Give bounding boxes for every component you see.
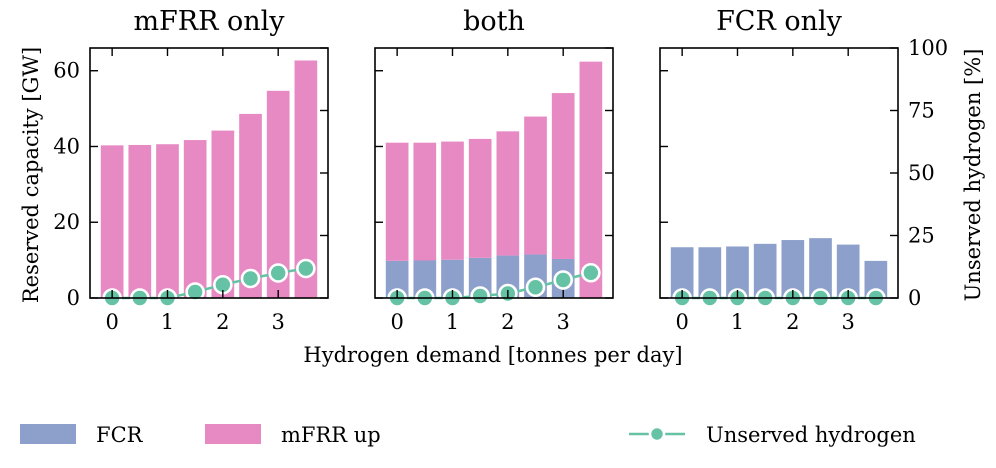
bar-mfrr-up xyxy=(128,144,152,298)
y-tick-label-right: 50 xyxy=(908,161,935,185)
bar-mfrr-up xyxy=(551,93,575,259)
bar-mfrr-up xyxy=(524,116,547,255)
panel-frame xyxy=(374,47,614,299)
y-axis-label-right: Unserved hydrogen [%] xyxy=(961,49,985,302)
panel-frame xyxy=(659,47,899,299)
legend-unserved-label: Unserved hydrogen xyxy=(706,423,916,447)
bar-mfrr-up xyxy=(183,140,207,298)
y-tick-label-right: 100 xyxy=(908,36,948,60)
bar-mfrr-up xyxy=(468,138,492,258)
y-axis-label-left: Reserved capacity [GW] xyxy=(19,47,43,303)
bar-fcr xyxy=(670,247,694,298)
legend-unserved-marker xyxy=(648,425,666,443)
y-tick-label-right: 75 xyxy=(908,99,935,123)
x-axis-label: Hydrogen demand [tonnes per day] xyxy=(303,343,682,367)
bar-mfrr-up xyxy=(266,90,290,298)
bar-fcr xyxy=(809,238,832,298)
panel-title: FCR only xyxy=(716,6,843,37)
legend-fcr-label: FCR xyxy=(96,423,144,447)
y-tick-label-left: 40 xyxy=(53,134,80,158)
unserved-hydrogen-point xyxy=(553,270,573,290)
unserved-hydrogen-point xyxy=(268,263,288,283)
bar-fcr xyxy=(441,259,464,298)
legend-mfrr-swatch xyxy=(205,424,261,444)
x-tick-label: 3 xyxy=(841,310,854,334)
bar-mfrr-up xyxy=(211,130,235,298)
y-tick-label-left: 20 xyxy=(53,210,80,234)
y-tick-label-left: 60 xyxy=(53,59,80,83)
panel-title: both xyxy=(463,6,525,37)
unserved-hydrogen-point xyxy=(185,282,205,302)
bar-mfrr-up xyxy=(496,131,520,256)
bar-mfrr-up xyxy=(441,141,464,260)
bar-fcr xyxy=(864,260,888,298)
bar-fcr xyxy=(781,240,805,298)
bar-fcr xyxy=(385,260,409,298)
x-tick-label: 2 xyxy=(501,310,514,334)
panel-title: mFRR only xyxy=(133,6,285,37)
chart-panels: mFRR only 0 1 2 3 0 20 40 60 both 0 1 2 3 FCR only 0 1 2 3… xyxy=(53,6,948,334)
x-tick-label: 1 xyxy=(161,310,174,334)
bar-fcr xyxy=(698,247,722,298)
legend-fcr-swatch xyxy=(20,424,76,444)
bar-mfrr-up xyxy=(100,145,124,298)
bar-fcr xyxy=(468,257,492,298)
bar-mfrr-up xyxy=(239,113,262,298)
y-tick-label-right: 0 xyxy=(908,286,921,310)
panel-0: mFRR only 0 1 2 3 0 20 40 60 xyxy=(53,6,329,334)
panel-2: FCR only 0 1 2 3 0 25 50 75 100 xyxy=(659,6,948,334)
y-tick-label-right: 25 xyxy=(908,224,935,248)
panel-frame xyxy=(89,47,329,299)
y-tick-label-left: 0 xyxy=(67,286,80,310)
bar-fcr xyxy=(726,246,749,298)
x-tick-label: 0 xyxy=(675,310,688,334)
x-tick-label: 3 xyxy=(271,310,284,334)
bar-mfrr-up xyxy=(385,142,409,261)
legend-mfrr-label: mFRR up xyxy=(281,423,381,447)
bar-mfrr-up xyxy=(156,144,179,298)
unserved-hydrogen-point xyxy=(470,286,490,306)
bar-mfrr-up xyxy=(579,61,603,298)
unserved-hydrogen-point xyxy=(581,262,601,283)
bar-fcr xyxy=(753,243,777,298)
legend: FCR mFRR up Unserved hydrogen xyxy=(20,423,916,447)
unserved-hydrogen-point xyxy=(525,277,546,298)
x-tick-label: 0 xyxy=(105,310,118,334)
bar-mfrr-up xyxy=(294,60,318,298)
x-tick-label: 0 xyxy=(390,310,403,334)
x-tick-label: 2 xyxy=(786,310,799,334)
x-tick-label: 1 xyxy=(731,310,744,334)
unserved-hydrogen-point xyxy=(296,258,316,279)
panel-1: both 0 1 2 3 xyxy=(374,6,614,334)
x-tick-label: 3 xyxy=(556,310,569,334)
unserved-hydrogen-point xyxy=(240,268,261,289)
x-tick-label: 2 xyxy=(216,310,229,334)
x-tick-label: 1 xyxy=(446,310,459,334)
bar-fcr xyxy=(413,260,437,298)
bar-mfrr-up xyxy=(413,142,437,261)
bar-fcr xyxy=(836,244,860,298)
